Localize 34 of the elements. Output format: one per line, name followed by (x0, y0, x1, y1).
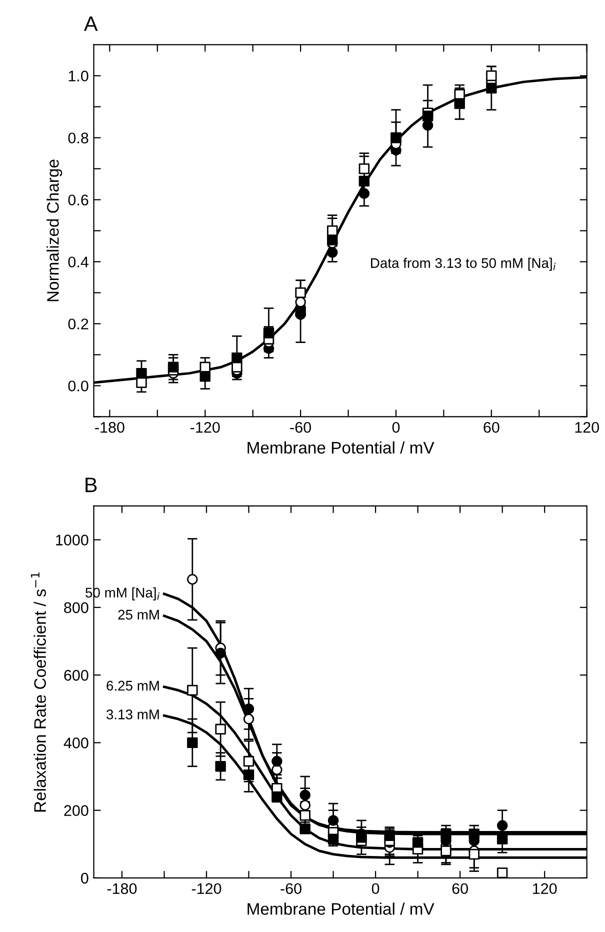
x-tick-label: 120 (575, 422, 599, 433)
chart-title: A (84, 16, 98, 31)
chart-title: B (86, 478, 97, 492)
y-tick-label: 0 (81, 872, 88, 884)
x-tick-label: 60 (452, 883, 468, 894)
x-tick-label: 120 (533, 883, 557, 894)
y-tick-label: 1.0 (68, 70, 88, 82)
y-tick-label: 0.4 (68, 256, 88, 268)
series-label: 25 mM (118, 610, 159, 620)
y-tick-label: 800 (64, 602, 88, 614)
x-axis-title: Membrane Potential / mV (248, 902, 434, 915)
y-tick-label: 0.2 (68, 318, 88, 330)
y-tick-label: 200 (64, 805, 88, 816)
x-tick-label: -60 (280, 883, 302, 894)
x-tick-label: -180 (107, 883, 137, 894)
y-tick-label: 0.8 (68, 132, 88, 144)
x-axis-title: Membrane Potential / mV (248, 441, 434, 454)
series-label: 6.25 mM (106, 680, 159, 691)
y-tick-label: 400 (64, 738, 88, 748)
x-tick-label: 0 (392, 422, 400, 433)
annotation: Data from 3.13 to 50 mM [Na]$_{i}$ (371, 258, 556, 271)
x-tick-label: 60 (484, 422, 500, 433)
x-tick-label: 0 (372, 883, 380, 894)
x-tick-label: -120 (190, 422, 220, 433)
y-tick-label: 0.6 (68, 194, 88, 206)
y-tick-label: 0.0 (68, 380, 88, 392)
series-label: 3.13 mM (106, 710, 159, 720)
x-tick-label: -120 (192, 883, 222, 894)
x-tick-label: -180 (95, 422, 124, 433)
y-axis-title: Relaxation Rate Coefficient / s$^{−1}$ (30, 572, 46, 812)
y-tick-label: 1000 (56, 534, 88, 546)
y-tick-label: 600 (64, 670, 88, 681)
y-axis-title: Normalized Charge (46, 160, 62, 302)
x-tick-label: -60 (290, 422, 311, 433)
